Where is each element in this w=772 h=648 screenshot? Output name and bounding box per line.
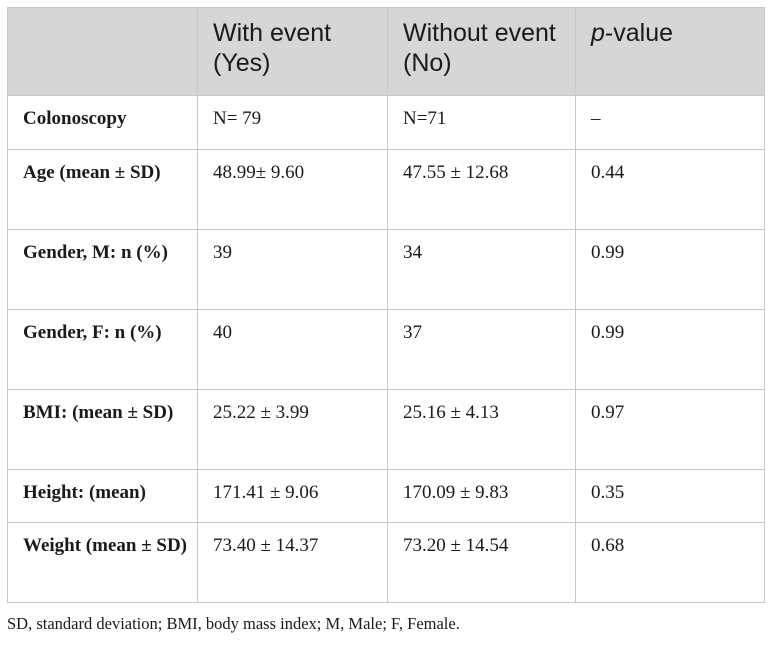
p-value-cell: 0.99 <box>575 229 765 310</box>
table-row: Gender, F: n (%) 40 37 0.99 <box>7 309 765 390</box>
without-event-cell: N=71 <box>387 95 576 150</box>
table-footnote: SD, standard deviation; BMI, body mass i… <box>7 614 460 633</box>
without-event-cell: 47.55 ± 12.68 <box>387 149 576 230</box>
row-label-cell: Gender, M: n (%) <box>7 229 198 310</box>
table-row: Weight (mean ± SD) 73.40 ± 14.37 73.20 ±… <box>7 522 765 603</box>
row-label-cell: Colonoscopy <box>7 95 198 150</box>
row-label-cell: BMI: (mean ± SD) <box>7 389 198 470</box>
without-event-cell: 170.09 ± 9.83 <box>387 469 576 523</box>
without-event-cell: 73.20 ± 14.54 <box>387 522 576 603</box>
table-row: BMI: (mean ± SD) 25.22 ± 3.99 25.16 ± 4.… <box>7 389 765 470</box>
table-header: With event (Yes) Without event (No) p-va… <box>7 7 765 96</box>
without-event-cell: 37 <box>387 309 576 390</box>
p-value-cell: 0.97 <box>575 389 765 470</box>
header-corner-cell <box>7 7 198 96</box>
with-event-cell: N= 79 <box>197 95 388 150</box>
table-row: Gender, M: n (%) 39 34 0.99 <box>7 229 765 310</box>
p-value-cell: 0.35 <box>575 469 765 523</box>
header-p-value-italic: p <box>591 19 605 47</box>
without-event-cell: 34 <box>387 229 576 310</box>
row-label-cell: Gender, F: n (%) <box>7 309 198 390</box>
header-row: With event (Yes) Without event (No) p-va… <box>7 7 765 96</box>
with-event-cell: 40 <box>197 309 388 390</box>
with-event-cell: 48.99± 9.60 <box>197 149 388 230</box>
header-p-value-rest: -value <box>604 19 673 47</box>
row-label-cell: Weight (mean ± SD) <box>7 522 198 603</box>
comparison-table: With event (Yes) Without event (No) p-va… <box>7 7 765 603</box>
table-row: Colonoscopy N= 79 N=71 – <box>7 95 765 150</box>
with-event-cell: 39 <box>197 229 388 310</box>
with-event-cell: 25.22 ± 3.99 <box>197 389 388 470</box>
p-value-cell: 0.44 <box>575 149 765 230</box>
header-p-value: p-value <box>575 7 765 96</box>
header-without-event: Without event (No) <box>387 7 576 96</box>
with-event-cell: 171.41 ± 9.06 <box>197 469 388 523</box>
p-value-cell: – <box>575 95 765 150</box>
row-label-cell: Age (mean ± SD) <box>7 149 198 230</box>
row-label-cell: Height: (mean) <box>7 469 198 523</box>
p-value-cell: 0.99 <box>575 309 765 390</box>
with-event-cell: 73.40 ± 14.37 <box>197 522 388 603</box>
header-with-event: With event (Yes) <box>197 7 388 96</box>
p-value-cell: 0.68 <box>575 522 765 603</box>
table-row: Age (mean ± SD) 48.99± 9.60 47.55 ± 12.6… <box>7 149 765 230</box>
table-body: Colonoscopy N= 79 N=71 – Age (mean ± SD)… <box>7 95 765 603</box>
table-row: Height: (mean) 171.41 ± 9.06 170.09 ± 9.… <box>7 469 765 523</box>
without-event-cell: 25.16 ± 4.13 <box>387 389 576 470</box>
